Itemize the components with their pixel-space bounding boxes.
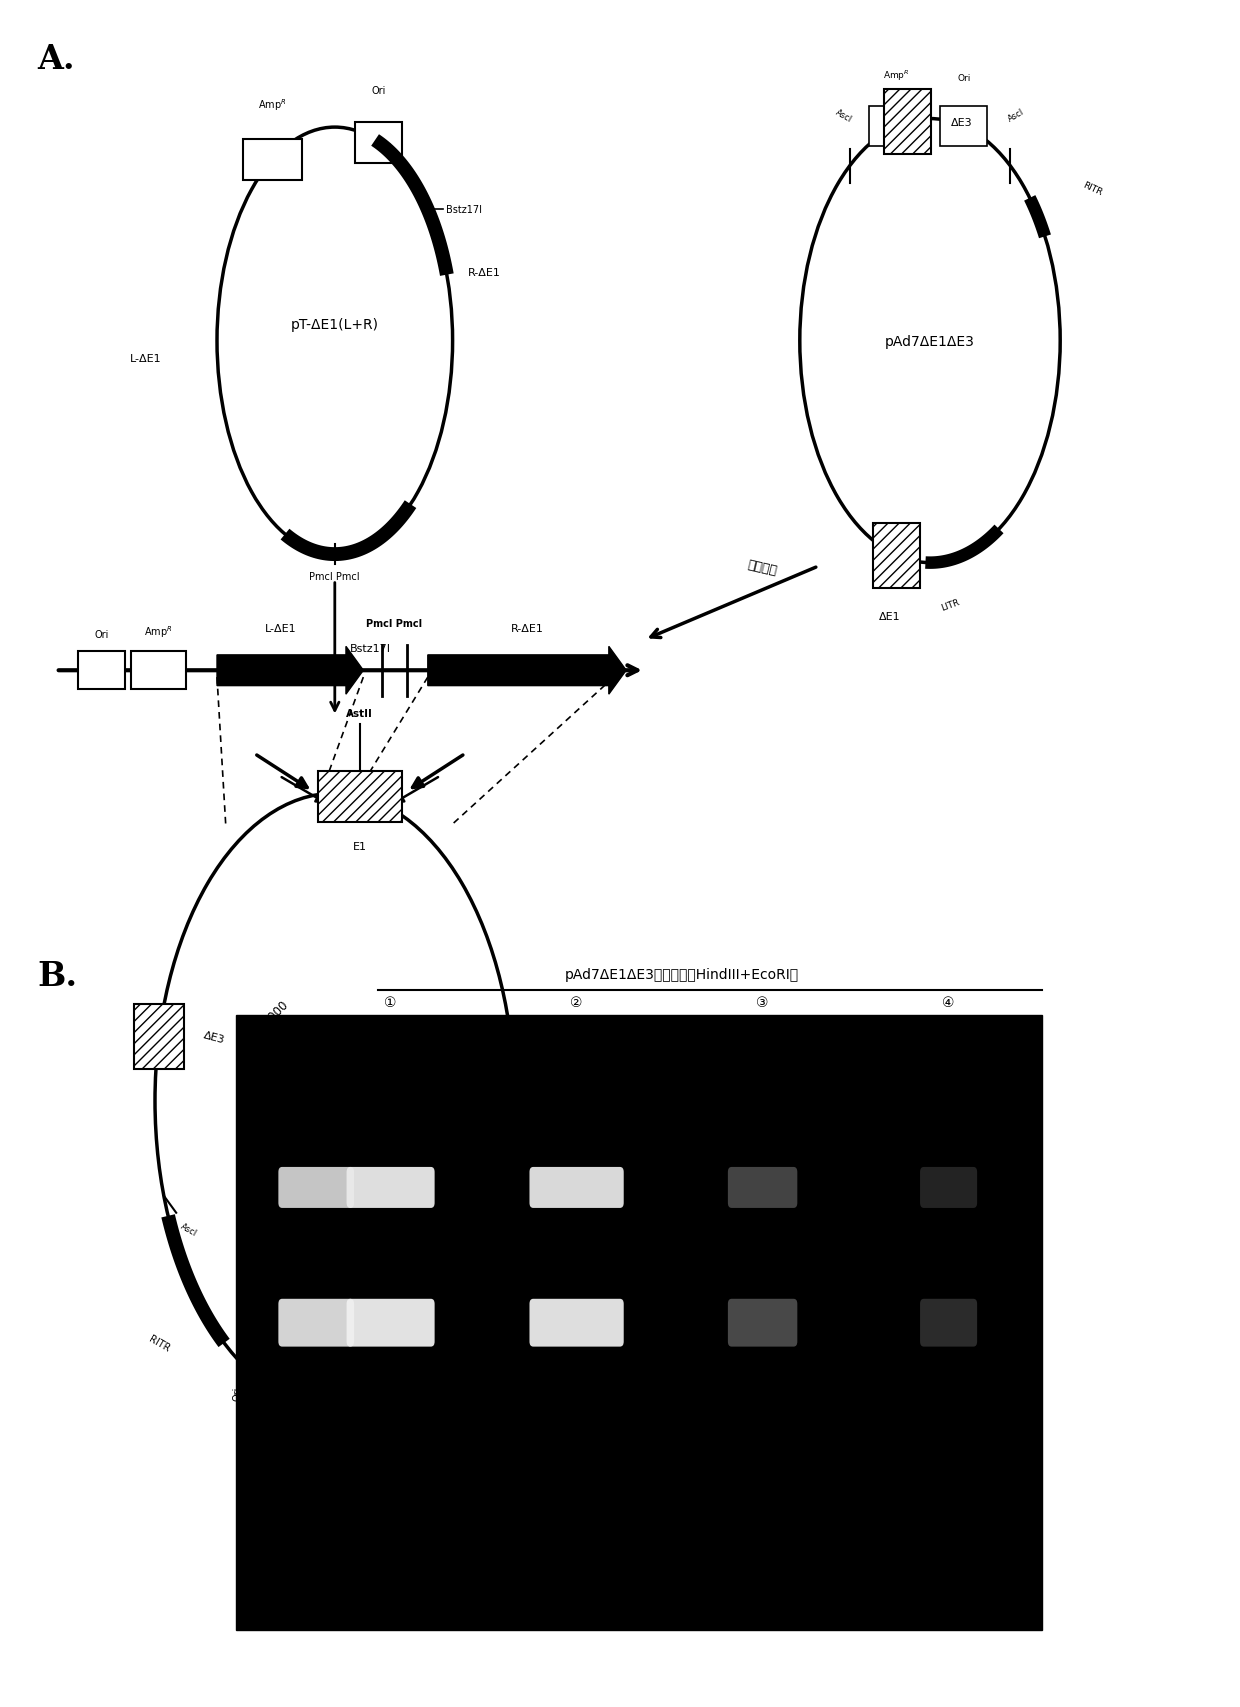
Text: PmcI PmcI: PmcI PmcI (366, 618, 423, 628)
Text: Amp$^R$: Amp$^R$ (145, 625, 172, 640)
Text: Bstz17I: Bstz17I (350, 644, 391, 654)
Text: pAd7ΔE1ΔE3: pAd7ΔE1ΔE3 (885, 335, 975, 348)
Text: PmcI PmcI: PmcI PmcI (310, 572, 360, 582)
FancyBboxPatch shape (529, 1168, 624, 1209)
Text: pT-ΔE1(L+R): pT-ΔE1(L+R) (291, 318, 378, 331)
Text: Amp$^R$: Amp$^R$ (258, 97, 286, 113)
Text: RITR: RITR (1081, 181, 1104, 196)
Text: L-ΔE1: L-ΔE1 (264, 623, 296, 633)
Text: ΔE3: ΔE3 (951, 118, 972, 128)
Text: RITR: RITR (148, 1333, 172, 1354)
Text: AscI: AscI (179, 1222, 198, 1238)
FancyBboxPatch shape (920, 1168, 977, 1209)
Text: LITR: LITR (940, 597, 961, 613)
Bar (131, 652, 186, 690)
Text: R-ΔE1: R-ΔE1 (511, 623, 543, 633)
Bar (134, 1005, 184, 1070)
Text: A.: A. (37, 43, 74, 75)
Text: Amp$^R$: Amp$^R$ (883, 68, 910, 82)
Text: pAd7ΔE1ΔE3酶切鉴定（HindIII+EcoRI）: pAd7ΔE1ΔE3酶切鉴定（HindIII+EcoRI） (565, 968, 799, 982)
Text: ③: ③ (756, 995, 769, 1009)
FancyArrow shape (217, 647, 363, 695)
FancyBboxPatch shape (728, 1168, 797, 1209)
Bar (940, 108, 987, 147)
Text: R-ΔE1: R-ΔE1 (467, 268, 501, 278)
FancyBboxPatch shape (920, 1299, 977, 1347)
Text: E1: E1 (353, 842, 367, 852)
Text: pAd7ΔE3: pAd7ΔE3 (331, 1120, 401, 1133)
FancyBboxPatch shape (346, 1299, 434, 1347)
Bar (873, 524, 920, 589)
FancyBboxPatch shape (529, 1299, 624, 1347)
Bar (356, 123, 403, 164)
Text: Ori: Ori (372, 85, 386, 96)
Text: Ori: Ori (957, 73, 971, 82)
Bar (78, 652, 125, 690)
Bar (236, 1016, 1042, 1630)
Bar (254, 1371, 304, 1415)
Text: 同源重组: 同源重组 (746, 558, 779, 577)
FancyBboxPatch shape (278, 1299, 355, 1347)
Bar (869, 108, 924, 147)
Text: AstII: AstII (346, 708, 373, 719)
Text: AscI: AscI (835, 108, 853, 125)
FancyBboxPatch shape (728, 1299, 797, 1347)
Text: ②: ② (570, 995, 583, 1009)
Text: AscI: AscI (1007, 108, 1025, 125)
Text: ΔE3: ΔE3 (202, 1029, 226, 1045)
Text: LITR: LITR (445, 1367, 469, 1386)
Bar (243, 140, 303, 181)
Text: Ori: Ori (94, 630, 109, 640)
Bar (317, 772, 402, 823)
Text: AscI: AscI (448, 1236, 467, 1251)
Text: DL 15000: DL 15000 (242, 999, 291, 1048)
FancyArrow shape (428, 647, 626, 695)
Text: B.: B. (37, 959, 77, 992)
Text: Bstz17I: Bstz17I (446, 205, 482, 215)
Bar (310, 1386, 372, 1430)
Text: ①: ① (384, 995, 397, 1009)
Text: Ori: Ori (232, 1386, 242, 1400)
FancyBboxPatch shape (278, 1168, 355, 1209)
Bar (884, 90, 931, 155)
FancyBboxPatch shape (346, 1168, 434, 1209)
Text: L-ΔE1: L-ΔE1 (129, 353, 161, 364)
Text: Amp$^R$: Amp$^R$ (278, 1395, 294, 1422)
Text: ④: ④ (942, 995, 955, 1009)
Text: ΔE1: ΔE1 (879, 613, 901, 621)
